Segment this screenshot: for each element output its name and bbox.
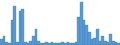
Bar: [67, 42, 69, 45]
Bar: [115, 42, 117, 45]
Bar: [35, 29, 37, 45]
Bar: [96, 29, 99, 45]
Bar: [51, 42, 53, 45]
Bar: [77, 17, 80, 45]
Bar: [91, 39, 93, 45]
Bar: [61, 42, 64, 45]
Bar: [16, 42, 19, 45]
Bar: [72, 43, 75, 45]
Bar: [93, 38, 96, 45]
Bar: [37, 40, 40, 45]
Bar: [8, 43, 11, 45]
Bar: [0, 39, 3, 45]
Bar: [75, 42, 77, 45]
Bar: [32, 36, 35, 45]
Bar: [21, 9, 24, 45]
Bar: [85, 25, 88, 45]
Bar: [101, 36, 104, 45]
Bar: [69, 43, 72, 45]
Bar: [99, 40, 101, 45]
Bar: [45, 42, 48, 45]
Bar: [117, 43, 120, 45]
Bar: [48, 43, 51, 45]
Bar: [112, 40, 115, 45]
Bar: [104, 40, 107, 45]
Bar: [83, 20, 85, 45]
Bar: [24, 42, 27, 45]
Bar: [64, 43, 67, 45]
Bar: [3, 36, 5, 45]
Bar: [80, 2, 83, 45]
Bar: [109, 34, 112, 45]
Bar: [107, 42, 109, 45]
Bar: [27, 43, 29, 45]
Bar: [88, 31, 91, 45]
Bar: [43, 43, 45, 45]
Bar: [19, 11, 21, 45]
Bar: [59, 43, 61, 45]
Bar: [13, 6, 16, 45]
Bar: [53, 43, 56, 45]
Bar: [40, 43, 43, 45]
Bar: [56, 43, 59, 45]
Bar: [29, 40, 32, 45]
Bar: [5, 42, 8, 45]
Bar: [11, 20, 13, 45]
